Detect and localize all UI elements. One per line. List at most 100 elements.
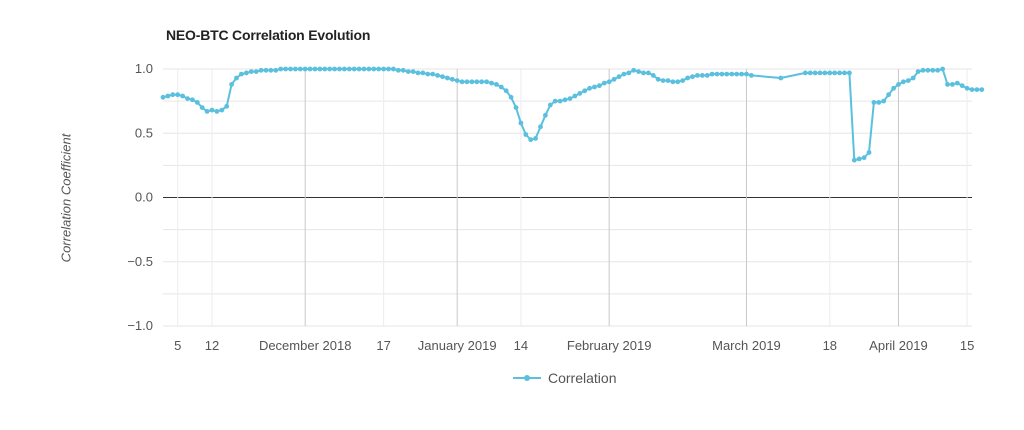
data-point bbox=[876, 100, 882, 105]
data-point bbox=[954, 80, 960, 86]
data-point bbox=[901, 79, 906, 85]
data-point bbox=[302, 66, 308, 72]
data-point bbox=[827, 70, 833, 76]
data-point bbox=[778, 75, 784, 81]
data-point bbox=[930, 67, 936, 73]
data-point bbox=[283, 66, 288, 72]
data-point bbox=[935, 67, 941, 73]
data-point bbox=[699, 73, 705, 78]
data-point bbox=[307, 66, 313, 72]
data-point bbox=[940, 66, 945, 72]
data-point bbox=[597, 83, 602, 89]
data-point bbox=[180, 93, 186, 99]
data-point bbox=[964, 85, 970, 91]
data-point bbox=[871, 100, 877, 105]
data-point bbox=[253, 69, 259, 74]
data-point bbox=[199, 105, 205, 110]
data-point bbox=[650, 73, 656, 78]
line-chart: 1.0 0.5 0.0 −0.5 −1.0 5 12 December 2018 17 Janu… bbox=[127, 61, 985, 353]
data-point bbox=[675, 79, 681, 85]
data-point bbox=[592, 84, 597, 90]
data-point bbox=[337, 66, 342, 72]
data-point bbox=[734, 71, 740, 77]
data-point bbox=[342, 66, 347, 72]
data-point bbox=[160, 94, 166, 100]
data-point bbox=[601, 80, 607, 86]
series-correlation bbox=[160, 66, 985, 163]
data-point bbox=[670, 79, 676, 85]
data-point bbox=[288, 66, 293, 72]
data-point bbox=[719, 71, 725, 77]
data-point bbox=[386, 66, 391, 72]
data-point bbox=[714, 71, 720, 77]
data-point bbox=[219, 107, 225, 113]
data-point bbox=[552, 98, 558, 104]
data-point bbox=[312, 66, 318, 72]
data-point bbox=[229, 82, 235, 87]
data-point bbox=[606, 79, 612, 85]
data-point bbox=[724, 71, 730, 77]
data-point bbox=[479, 79, 485, 85]
data-point bbox=[822, 70, 828, 76]
data-point bbox=[185, 96, 190, 101]
data-point bbox=[209, 107, 215, 113]
legend-marker-icon bbox=[513, 375, 541, 381]
data-point bbox=[969, 87, 975, 92]
data-point bbox=[646, 70, 651, 76]
data-point bbox=[979, 87, 985, 92]
chart-title: NEO-BTC Correlation Evolution bbox=[166, 27, 371, 43]
x-tick-labels: 5 12 December 2018 17 January 2019 14 February… bbox=[174, 338, 974, 353]
data-point bbox=[562, 97, 568, 103]
data-point bbox=[351, 66, 357, 72]
data-point bbox=[812, 70, 818, 76]
data-point bbox=[577, 91, 583, 96]
data-point bbox=[498, 84, 504, 90]
x-tick-label: 17 bbox=[376, 338, 390, 353]
y-tick-labels: 1.0 0.5 0.0 −0.5 −1.0 bbox=[127, 61, 153, 333]
data-point bbox=[214, 109, 220, 114]
data-point bbox=[327, 66, 333, 72]
data-point bbox=[376, 66, 382, 72]
data-point bbox=[445, 75, 450, 81]
data-point bbox=[165, 93, 171, 99]
data-point bbox=[567, 96, 573, 101]
x-tick-label: April 2019 bbox=[869, 338, 928, 353]
data-point bbox=[842, 70, 847, 76]
x-tick-label: 18 bbox=[823, 338, 837, 353]
data-point bbox=[190, 97, 195, 103]
data-point bbox=[690, 74, 695, 80]
x-tick-label: 15 bbox=[960, 338, 974, 353]
data-point bbox=[513, 105, 519, 110]
data-point bbox=[248, 69, 254, 74]
data-point bbox=[587, 85, 592, 91]
data-point bbox=[891, 85, 896, 91]
data-point bbox=[817, 70, 823, 76]
data-point bbox=[454, 78, 460, 83]
data-point bbox=[925, 67, 931, 73]
data-point bbox=[381, 66, 386, 72]
legend[interactable]: Correlation bbox=[512, 370, 616, 386]
grid-lines bbox=[163, 68, 972, 327]
data-point bbox=[974, 87, 980, 92]
data-point bbox=[636, 69, 641, 74]
data-point bbox=[293, 66, 298, 72]
y-tick-label: −1.0 bbox=[127, 318, 153, 333]
data-point bbox=[709, 71, 715, 77]
data-point bbox=[474, 79, 480, 85]
data-point bbox=[832, 70, 838, 76]
data-point bbox=[861, 155, 867, 161]
data-point bbox=[297, 66, 303, 72]
data-point bbox=[582, 88, 588, 94]
x-tick-label: 14 bbox=[514, 338, 528, 353]
x-tick-label: December 2018 bbox=[259, 338, 352, 353]
data-point bbox=[950, 82, 955, 87]
data-point bbox=[920, 67, 926, 73]
data-point bbox=[680, 78, 686, 83]
data-point bbox=[317, 66, 323, 72]
data-point bbox=[356, 66, 362, 72]
data-point bbox=[866, 150, 872, 155]
data-point bbox=[959, 83, 965, 89]
data-point bbox=[395, 67, 401, 73]
y-tick-label: −0.5 bbox=[127, 254, 153, 269]
data-point bbox=[665, 78, 671, 83]
